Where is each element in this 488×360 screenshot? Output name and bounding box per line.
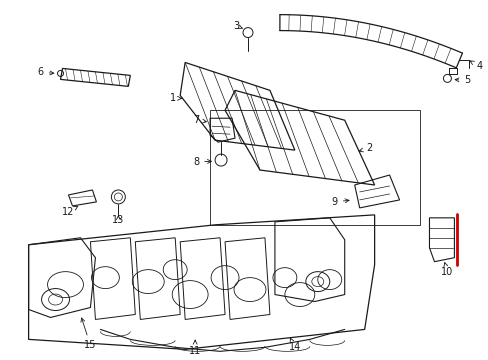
Text: 7: 7 bbox=[193, 115, 206, 125]
Text: 9: 9 bbox=[331, 197, 348, 207]
Text: 5: 5 bbox=[454, 75, 469, 85]
Text: 1: 1 bbox=[170, 93, 182, 103]
Text: 14: 14 bbox=[288, 338, 301, 352]
Text: 13: 13 bbox=[112, 215, 124, 225]
Text: 12: 12 bbox=[62, 206, 78, 217]
Text: 10: 10 bbox=[440, 262, 452, 276]
Text: 3: 3 bbox=[232, 21, 242, 31]
Text: 6: 6 bbox=[38, 67, 54, 77]
Text: 4: 4 bbox=[469, 61, 481, 71]
Text: 11: 11 bbox=[189, 340, 201, 356]
Text: 15: 15 bbox=[81, 318, 97, 350]
Text: 8: 8 bbox=[193, 157, 211, 167]
Text: 2: 2 bbox=[359, 143, 372, 153]
